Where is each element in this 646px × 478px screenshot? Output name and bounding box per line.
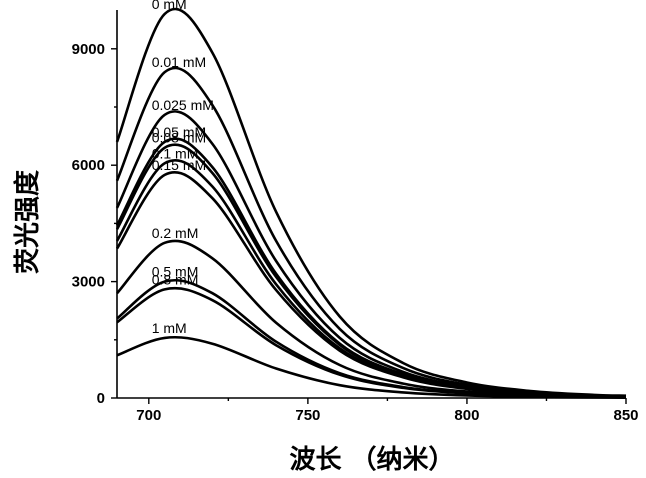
x-tick-label: 850 xyxy=(613,407,638,424)
series-label-2: 0.025 mM xyxy=(152,97,214,113)
series-label-0: 0 mM xyxy=(152,0,187,12)
series-label-1: 0.01 mM xyxy=(152,54,206,70)
y-tick-label: 9000 xyxy=(72,41,105,58)
x-tick-label: 800 xyxy=(454,407,479,424)
y-tick-label: 3000 xyxy=(72,274,105,291)
axes: 700 750 800 850 0 3000 6000 9000 xyxy=(72,10,639,424)
y-tick-label: 6000 xyxy=(72,157,105,174)
y-axis-title: 荧光强度 xyxy=(12,170,43,274)
series-label-10: 1 mM xyxy=(152,320,187,336)
y-tick-label: 0 xyxy=(97,390,105,407)
x-tick-label: 700 xyxy=(136,407,161,424)
series-label-9: 0.8 mM xyxy=(152,271,199,287)
x-axis-title: 波长 （纳米） xyxy=(289,444,454,475)
curve-labels: 0 mM0.01 mM0.025 mM0.05 mM0.08 mM0.1 mM0… xyxy=(152,0,214,336)
series-label-7: 0.2 mM xyxy=(152,225,199,241)
series-label-4: 0.08 mM xyxy=(152,130,206,146)
fluorescence-chart: 700 750 800 850 0 3000 6000 9000 0 mM 0.01 mM 0.0… xyxy=(0,0,646,478)
x-tick-label: 750 xyxy=(295,407,320,424)
series-label-6: 0.15 mM xyxy=(152,157,206,173)
